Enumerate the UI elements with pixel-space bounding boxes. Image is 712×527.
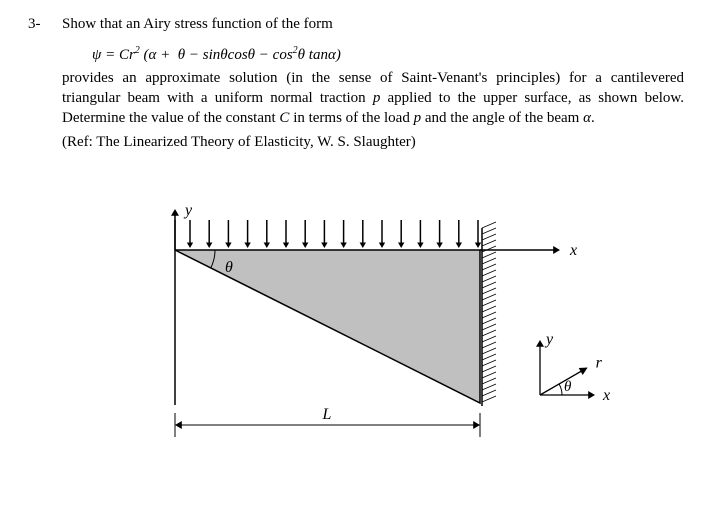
problem-number: 3- [28,14,62,34]
svg-text:θ: θ [225,259,233,276]
svg-text:x: x [602,387,610,404]
figure: y x θ Lx y r θ [0,190,712,480]
problem-intro: Show that an Airy stress function of the… [62,14,684,34]
problem-container: 3- Show that an Airy stress function of … [28,14,684,153]
svg-text:L: L [322,406,332,423]
airy-equation: ψ = Cr2 (α + θ − sinθcosθ − cos2θ tanα) [92,44,684,65]
problem-body: Show that an Airy stress function of the… [62,14,684,153]
svg-text:y: y [183,202,193,219]
svg-text:r: r [596,355,603,372]
problem-reference: (Ref: The Linearized Theory of Elasticit… [62,132,684,152]
svg-text:y: y [544,331,554,348]
svg-text:x: x [569,242,577,259]
figure-svg: y x θ Lx y r θ [0,190,712,480]
problem-paragraph: provides an approximate solution (in the… [62,68,684,129]
svg-text:θ: θ [564,379,572,395]
